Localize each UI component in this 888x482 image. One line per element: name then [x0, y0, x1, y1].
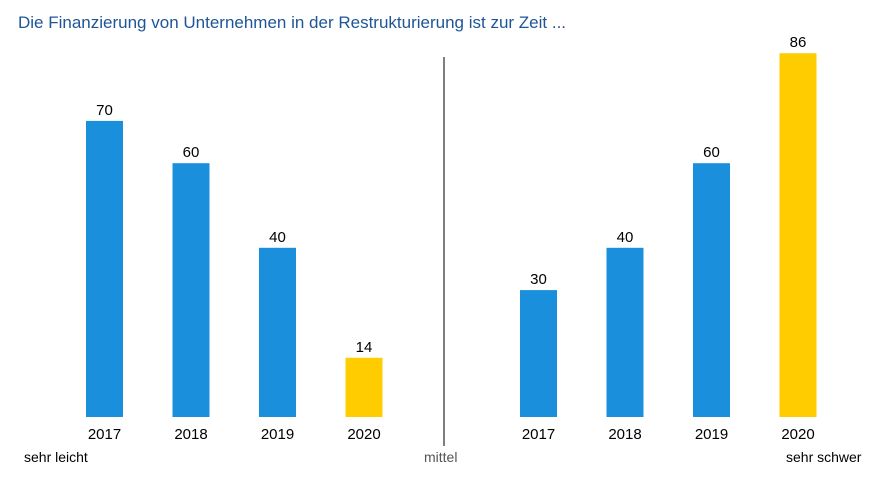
bar-leicht-2019 [259, 247, 296, 417]
tick-label-leicht-2018: 2018 [174, 426, 207, 443]
data-label-schwer-2019: 60 [703, 144, 720, 161]
labels-group: 70 60 40 14 30 40 60 86 [96, 34, 806, 356]
chart-title: Die Finanzierung von Unternehmen in der … [18, 13, 567, 32]
data-label-leicht-2019: 40 [269, 229, 286, 246]
bar-schwer-2020 [779, 53, 817, 417]
tick-label-leicht-2019: 2019 [261, 426, 294, 443]
bar-leicht-2018 [172, 163, 210, 417]
data-label-leicht-2018: 60 [183, 144, 200, 161]
tick-label-schwer-2018: 2018 [608, 426, 641, 443]
bar-schwer-2019 [693, 163, 730, 417]
data-label-leicht-2017: 70 [96, 102, 113, 119]
tick-label-leicht-2017: 2017 [88, 426, 121, 443]
bars-group [86, 53, 817, 418]
scale-label-left: sehr leicht [24, 449, 88, 465]
tick-label-leicht-2020: 2020 [347, 426, 380, 443]
tick-label-schwer-2019: 2019 [695, 426, 728, 443]
bar-schwer-2018 [606, 247, 644, 417]
tick-label-schwer-2017: 2017 [522, 426, 555, 443]
data-label-leicht-2020: 14 [356, 339, 373, 356]
data-label-schwer-2018: 40 [617, 229, 634, 246]
ticks-group: 2017 2018 2019 2020 2017 2018 2019 2020 [88, 426, 815, 443]
tick-label-schwer-2020: 2020 [781, 426, 814, 443]
bar-schwer-2017 [520, 290, 557, 417]
scale-label-right: sehr schwer [786, 449, 862, 465]
bar-leicht-2017 [86, 120, 123, 418]
data-label-schwer-2017: 30 [530, 271, 547, 288]
bar-leicht-2020 [345, 357, 383, 417]
data-label-schwer-2020: 86 [790, 34, 807, 51]
scale-label-middle: mittel [424, 449, 458, 465]
